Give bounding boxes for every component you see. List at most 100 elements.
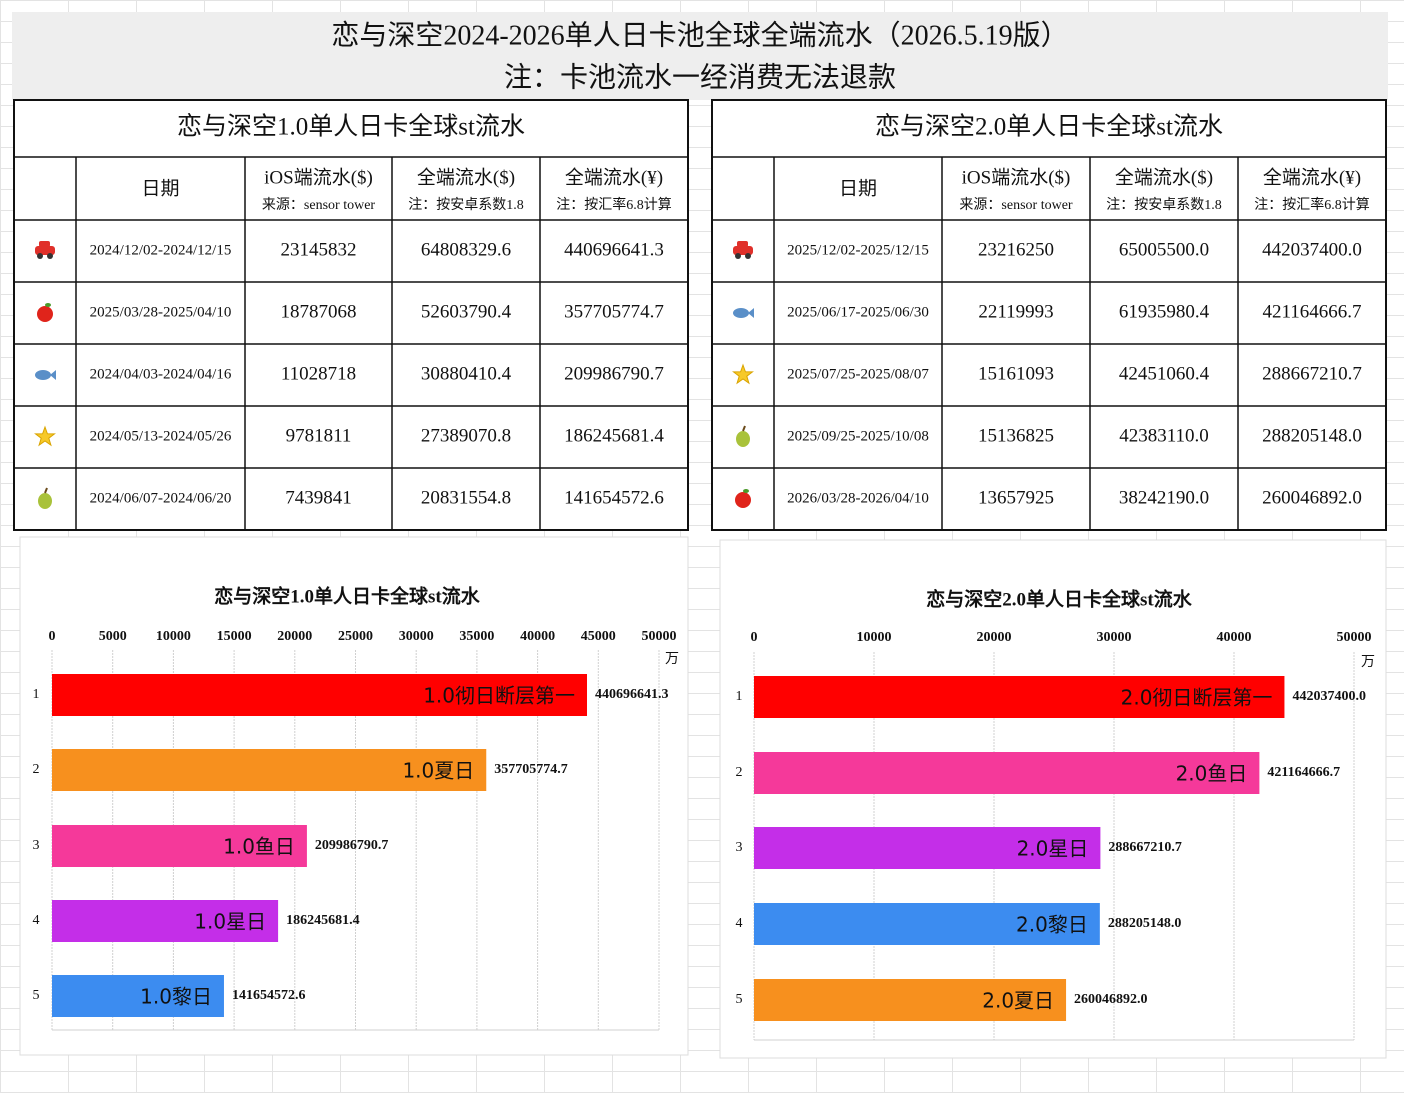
y-tick-label: 1 bbox=[33, 687, 40, 702]
x-tick-label: 15000 bbox=[217, 629, 252, 644]
icon-car bbox=[39, 241, 50, 247]
bar-label: 2.0夏日 bbox=[982, 989, 1054, 1013]
value-cell: 23145832 bbox=[281, 239, 357, 260]
x-tick-label: 20000 bbox=[977, 630, 1012, 645]
column-note: 注：按安卓系数1.8 bbox=[1106, 197, 1222, 213]
x-tick-label: 10000 bbox=[857, 630, 892, 645]
icon-star bbox=[34, 425, 56, 447]
chart-panel bbox=[719, 539, 1387, 1059]
date-cell: 2024/12/02-2024/12/15 bbox=[90, 242, 232, 258]
value-cell: 442037400.0 bbox=[1262, 239, 1362, 260]
bar bbox=[754, 979, 1067, 1021]
icon-apple bbox=[743, 489, 749, 493]
value-cell: 11028718 bbox=[281, 363, 356, 384]
icon-pear bbox=[44, 487, 48, 494]
value-cell: 64808329.6 bbox=[421, 239, 511, 260]
column-header: iOS端流水($) bbox=[264, 166, 373, 188]
value-label: 421164666.7 bbox=[1267, 765, 1340, 780]
value-cell: 13657925 bbox=[978, 487, 1054, 508]
value-label: 288205148.0 bbox=[1108, 916, 1182, 931]
icon-apple bbox=[735, 492, 751, 508]
column-note: 来源：sensor tower bbox=[262, 197, 375, 213]
value-label: 141654572.6 bbox=[232, 988, 306, 1003]
y-tick-label: 3 bbox=[33, 838, 40, 853]
bar bbox=[52, 900, 279, 942]
column-header: 全端流水($) bbox=[1115, 166, 1213, 188]
x-tick-label: 0 bbox=[751, 630, 758, 645]
icon-star bbox=[732, 363, 754, 385]
table-frame bbox=[13, 99, 689, 531]
value-label: 357705774.7 bbox=[494, 762, 568, 777]
value-cell: 18787068 bbox=[281, 301, 357, 322]
value-cell: 23216250 bbox=[978, 239, 1054, 260]
date-cell: 2025/12/02-2025/12/15 bbox=[787, 242, 929, 258]
x-tick-label: 40000 bbox=[520, 629, 555, 644]
value-cell: 42451060.4 bbox=[1119, 363, 1210, 384]
value-cell: 141654572.6 bbox=[564, 487, 664, 508]
date-cell: 2024/05/13-2024/05/26 bbox=[90, 428, 232, 444]
value-label: 288667210.7 bbox=[1108, 840, 1182, 855]
value-cell: 9781811 bbox=[286, 425, 352, 446]
bar-label: 1.0彻日断层第一 bbox=[423, 684, 575, 708]
icon-car bbox=[745, 253, 751, 259]
x-tick-label: 40000 bbox=[1217, 630, 1252, 645]
icon-car bbox=[733, 246, 753, 255]
icon-car bbox=[37, 253, 43, 259]
x-tick-label: 30000 bbox=[399, 629, 434, 644]
bar-label: 2.0鱼日 bbox=[1176, 762, 1248, 786]
bar bbox=[52, 674, 588, 716]
y-tick-label: 1 bbox=[736, 689, 743, 704]
value-cell: 27389070.8 bbox=[421, 425, 511, 446]
bar bbox=[52, 975, 224, 1017]
value-cell: 42383110.0 bbox=[1119, 425, 1209, 446]
chart-panel bbox=[19, 536, 689, 1056]
bar-label: 1.0夏日 bbox=[402, 759, 474, 783]
x-unit: 万 bbox=[665, 652, 679, 667]
bar-label: 1.0鱼日 bbox=[223, 835, 295, 859]
bar-label: 2.0星日 bbox=[1017, 837, 1089, 861]
y-tick-label: 2 bbox=[33, 762, 40, 777]
bar bbox=[754, 903, 1100, 945]
column-header: iOS端流水($) bbox=[962, 166, 1071, 188]
column-note: 注：按汇率6.8计算 bbox=[1254, 196, 1370, 213]
icon-car bbox=[47, 253, 53, 259]
x-tick-label: 25000 bbox=[338, 629, 373, 644]
icon-car bbox=[35, 246, 55, 255]
x-tick-label: 0 bbox=[49, 629, 56, 644]
x-unit: 万 bbox=[1361, 655, 1375, 670]
value-cell: 7439841 bbox=[285, 487, 352, 508]
date-cell: 2025/09/25-2025/10/08 bbox=[787, 428, 929, 444]
value-label: 440696641.3 bbox=[595, 687, 669, 702]
column-header: 全端流水($) bbox=[417, 166, 515, 188]
date-cell: 2025/06/17-2025/06/30 bbox=[787, 304, 929, 320]
icon-pear bbox=[742, 425, 746, 432]
x-tick-label: 20000 bbox=[277, 629, 312, 644]
y-tick-label: 3 bbox=[736, 840, 743, 855]
icon-apple bbox=[37, 306, 53, 322]
y-tick-label: 2 bbox=[736, 765, 743, 780]
x-tick-label: 5000 bbox=[99, 629, 127, 644]
y-tick-label: 4 bbox=[736, 916, 743, 931]
bar bbox=[52, 749, 487, 791]
bar-label: 1.0黎日 bbox=[140, 985, 212, 1009]
value-cell: 288205148.0 bbox=[1262, 425, 1362, 446]
value-cell: 288667210.7 bbox=[1262, 363, 1362, 384]
column-header: 全端流水(¥) bbox=[565, 166, 663, 188]
value-cell: 61935980.4 bbox=[1119, 301, 1210, 322]
table-frame bbox=[711, 99, 1387, 531]
x-tick-label: 50000 bbox=[1337, 630, 1372, 645]
table-title: 恋与深空1.0单人日卡全球st流水 bbox=[177, 113, 525, 141]
icon-car bbox=[737, 241, 748, 247]
x-tick-label: 35000 bbox=[459, 629, 494, 644]
bar-label: 2.0黎日 bbox=[1016, 913, 1088, 937]
y-tick-label: 5 bbox=[33, 988, 40, 1003]
header-bg bbox=[12, 12, 1388, 100]
x-tick-label: 50000 bbox=[642, 629, 677, 644]
x-tick-label: 45000 bbox=[581, 629, 616, 644]
date-cell: 2026/03/28-2026/04/10 bbox=[787, 490, 929, 506]
value-label: 209986790.7 bbox=[315, 838, 389, 853]
value-label: 186245681.4 bbox=[286, 913, 360, 928]
value-cell: 421164666.7 bbox=[1262, 301, 1361, 322]
